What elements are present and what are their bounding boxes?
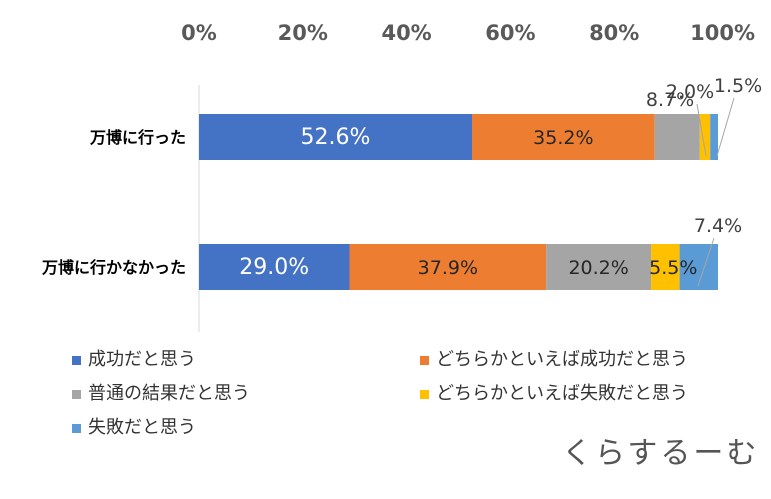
legend-swatch [420, 390, 429, 399]
legend-label: 失敗だと思う [88, 417, 196, 438]
legend-swatch [72, 390, 81, 399]
leader-line [716, 97, 735, 157]
category-label: 万博に行かなかった [41, 258, 186, 277]
x-axis-ticks: 0% 20% 40% 60% 80% 100% [181, 21, 755, 45]
data-label: 1.5% [714, 75, 762, 97]
legend-label: 成功だと思う [88, 349, 196, 370]
x-tick-label: 60% [485, 21, 535, 45]
legend-swatch [72, 356, 81, 365]
legend-swatch [72, 424, 81, 433]
x-tick-label: 80% [589, 21, 639, 45]
data-labels: 52.6% 35.2% 8.7%2.0% 1.5% 29.0% 37.9% 20.2% 5.5… [239, 75, 762, 287]
legend-swatch [420, 356, 429, 365]
bar-segment [654, 114, 700, 160]
leader-line [696, 103, 707, 157]
data-label: 7.4% [694, 215, 742, 237]
data-label: 20.2% [568, 257, 628, 279]
x-tick-label: 100% [690, 21, 755, 45]
bar-segment [546, 244, 652, 290]
legend-label: どちらかといえば失敗だと思う [436, 383, 688, 404]
x-tick-label: 40% [381, 21, 431, 45]
bar-segment [349, 244, 547, 290]
x-tick-label: 20% [278, 21, 328, 45]
data-label: 37.9% [418, 257, 478, 279]
legend-label: どちらかといえば成功だと思う [436, 349, 688, 370]
data-label: 2.0% [666, 81, 714, 103]
bar-segment [651, 244, 680, 290]
bar-segment [699, 114, 711, 160]
bar-segment [199, 244, 350, 290]
category-label: 万博に行った [89, 128, 186, 147]
bar-segment [199, 114, 472, 160]
data-label: 35.2% [533, 127, 593, 149]
bar-segment [471, 114, 655, 160]
legend-label: 普通の結果だと思う [88, 383, 250, 404]
data-label: 5.5% [649, 257, 697, 279]
data-label: 8.7% [646, 89, 694, 111]
data-label: 52.6% [301, 125, 371, 150]
leader-line [697, 237, 715, 287]
brand-logo: くらするーむ [562, 436, 760, 471]
x-tick-label: 0% [181, 21, 217, 45]
bar-segment [710, 114, 718, 160]
data-label: 29.0% [239, 255, 309, 280]
bar-segments [199, 114, 718, 290]
